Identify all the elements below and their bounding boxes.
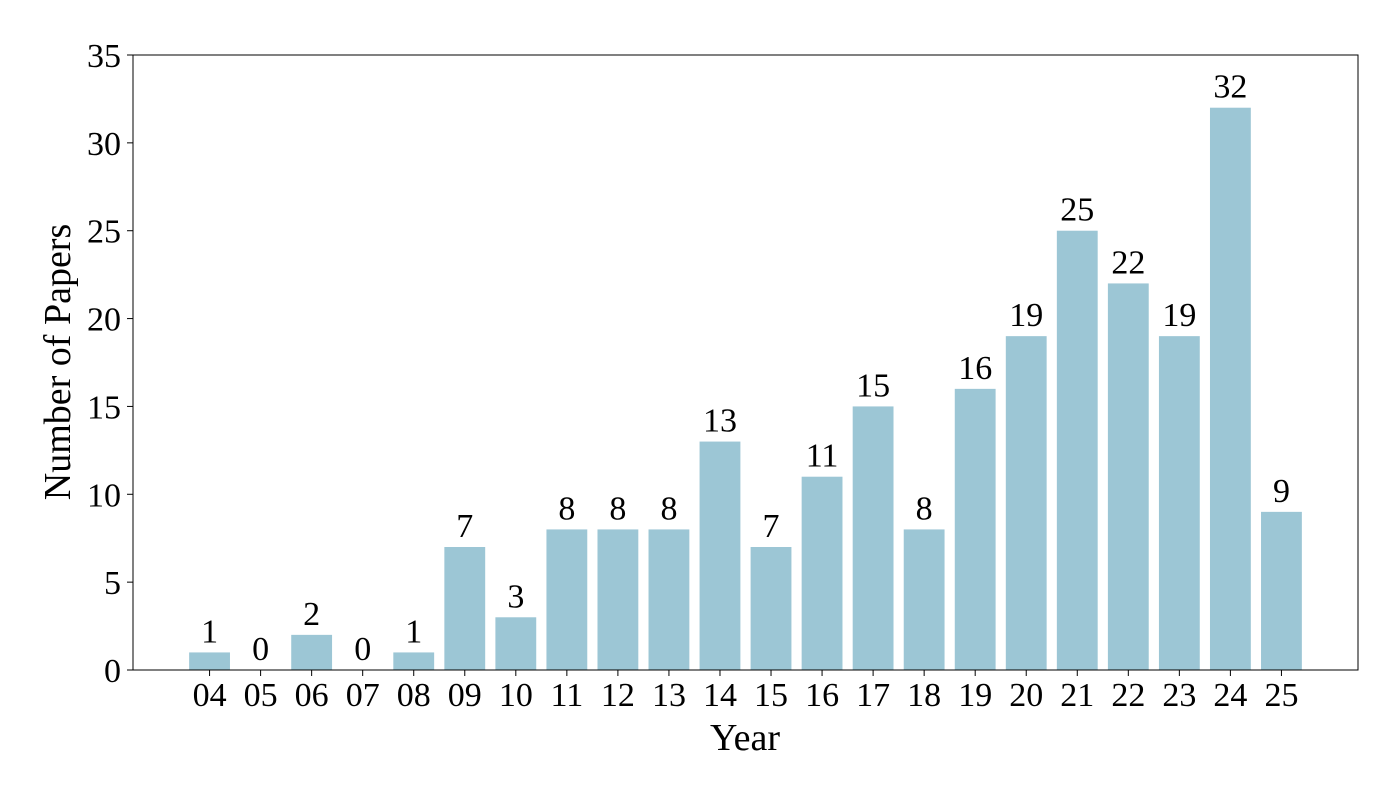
x-tick-label: 20 <box>1009 677 1043 714</box>
data-label: 22 <box>1111 244 1145 281</box>
bar <box>801 476 843 670</box>
data-label: 19 <box>1162 297 1196 334</box>
y-tick-label: 15 <box>87 389 121 426</box>
plot-frame <box>132 54 1359 671</box>
y-tick-label: 30 <box>87 126 121 163</box>
bar <box>1158 336 1200 670</box>
x-tick-label: 25 <box>1264 677 1298 714</box>
data-label: 8 <box>916 490 933 527</box>
data-label: 25 <box>1060 192 1094 229</box>
data-label: 7 <box>456 508 473 545</box>
bar <box>393 652 435 670</box>
data-label: 0 <box>354 631 371 668</box>
x-tick-label: 16 <box>805 677 839 714</box>
data-label: 19 <box>1009 297 1043 334</box>
bar <box>699 441 741 670</box>
bar <box>291 634 333 670</box>
data-label: 1 <box>405 613 422 650</box>
x-tick-label: 22 <box>1111 677 1145 714</box>
x-tick-label: 09 <box>448 677 482 714</box>
data-label: 1 <box>201 613 218 650</box>
x-axis-label: Year <box>710 717 780 759</box>
bar <box>1107 283 1149 670</box>
bar <box>954 388 996 670</box>
y-tick-label: 10 <box>87 477 121 514</box>
bar <box>546 529 588 670</box>
x-tick-label: 14 <box>703 677 737 714</box>
y-tick-label: 5 <box>104 565 121 602</box>
bar <box>852 406 894 670</box>
x-tick-label: 18 <box>907 677 941 714</box>
bar <box>903 529 945 670</box>
data-label: 32 <box>1213 69 1247 106</box>
x-tick-label: 05 <box>244 677 278 714</box>
x-tick-label: 10 <box>499 677 533 714</box>
bar <box>1056 230 1098 670</box>
y-axis-label: Number of Papers <box>37 224 79 500</box>
x-tick-label: 19 <box>958 677 992 714</box>
data-label: 8 <box>558 490 575 527</box>
bar <box>750 547 792 670</box>
bar <box>189 652 230 670</box>
x-tick-label: 17 <box>856 677 890 714</box>
data-label: 13 <box>703 403 737 440</box>
bar <box>1261 511 1302 670</box>
y-tick-label: 35 <box>87 38 121 75</box>
bar <box>1209 107 1251 670</box>
bar <box>495 617 537 670</box>
data-label: 9 <box>1273 473 1290 510</box>
bar <box>648 529 690 670</box>
data-label: 16 <box>958 350 992 387</box>
x-tick-label: 15 <box>754 677 788 714</box>
x-tick-label: 11 <box>550 677 583 714</box>
x-tick-label: 12 <box>601 677 635 714</box>
y-tick-label: 0 <box>104 653 121 690</box>
x-tick-label: 24 <box>1213 677 1247 714</box>
x-tick-label: 21 <box>1060 677 1094 714</box>
bar <box>1005 336 1047 670</box>
data-label: 11 <box>806 438 839 475</box>
data-label: 3 <box>507 578 524 615</box>
data-label: 8 <box>609 490 626 527</box>
data-label: 8 <box>660 490 677 527</box>
data-label: 7 <box>763 508 780 545</box>
x-tick-label: 23 <box>1162 677 1196 714</box>
x-tick-label: 04 <box>193 677 227 714</box>
x-tick-label: 08 <box>397 677 431 714</box>
data-label: 0 <box>252 631 269 668</box>
x-tick-label: 13 <box>652 677 686 714</box>
x-tick-label: 07 <box>346 677 380 714</box>
bar <box>444 547 486 670</box>
y-tick-label: 20 <box>87 302 121 339</box>
y-tick-label: 25 <box>87 214 121 251</box>
data-label: 15 <box>856 367 890 404</box>
x-tick-label: 06 <box>295 677 329 714</box>
bar <box>597 529 639 670</box>
data-label: 2 <box>303 596 320 633</box>
